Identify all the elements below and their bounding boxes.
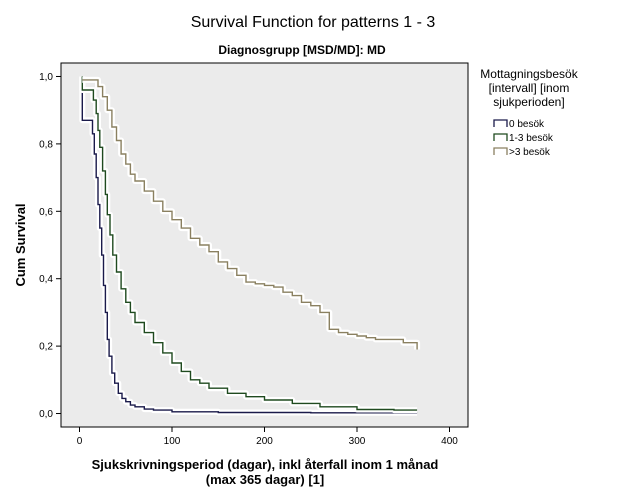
y-tick-label: 0,6 <box>39 207 53 218</box>
legend: Mottagningsbesök [intervall] [inom sjukp… <box>480 67 578 158</box>
x-tick-label: 0 <box>77 436 83 447</box>
series-line-3 <box>82 79 418 350</box>
x-tick-label: 400 <box>441 436 458 447</box>
y-tick-label: 1,0 <box>39 72 53 83</box>
legend-swatch <box>493 119 508 127</box>
x-axis-label-line-1: Sjukskrivningsperiod (dagar), inkl återf… <box>92 457 439 472</box>
plot-area <box>60 62 469 428</box>
series-lines <box>79 76 421 416</box>
y-tick-label: 0,8 <box>39 139 53 150</box>
legend-swatch <box>493 147 508 155</box>
series-line-2 <box>81 76 418 411</box>
chart-subtitle: Diagnosgrupp [MSD/MD]: MD <box>218 43 386 57</box>
legend-title-line-3: sjukperioden] <box>493 95 564 109</box>
legend-label: 0 besök <box>509 119 545 130</box>
y-tick-label: 0,2 <box>39 342 53 353</box>
y-tick-label: 0,4 <box>39 274 53 285</box>
x-tick-label: 100 <box>164 436 181 447</box>
x-tick-label: 300 <box>349 436 366 447</box>
legend-title-line-2: [intervall] [inom <box>489 81 570 95</box>
chart-title: Survival Function for patterns 1 - 3 <box>191 14 436 31</box>
y-axis-label: Cum Survival <box>13 203 28 286</box>
legend-title-line-1: Mottagningsbesök <box>480 67 578 81</box>
legend-label: >3 besök <box>509 147 551 158</box>
x-tick-label: 200 <box>256 436 273 447</box>
legend-label: 1-3 besök <box>509 133 554 144</box>
legend-swatch <box>493 133 508 141</box>
y-tick-label: 0,0 <box>39 409 53 420</box>
x-axis-label-line-2: (max 365 dagar) [1] <box>206 472 325 487</box>
axis-ticks: 0 100 200 300 400 0,0 0,2 0,4 0,6 0,8 1,0 <box>39 72 458 447</box>
series-line-1 <box>81 76 418 414</box>
